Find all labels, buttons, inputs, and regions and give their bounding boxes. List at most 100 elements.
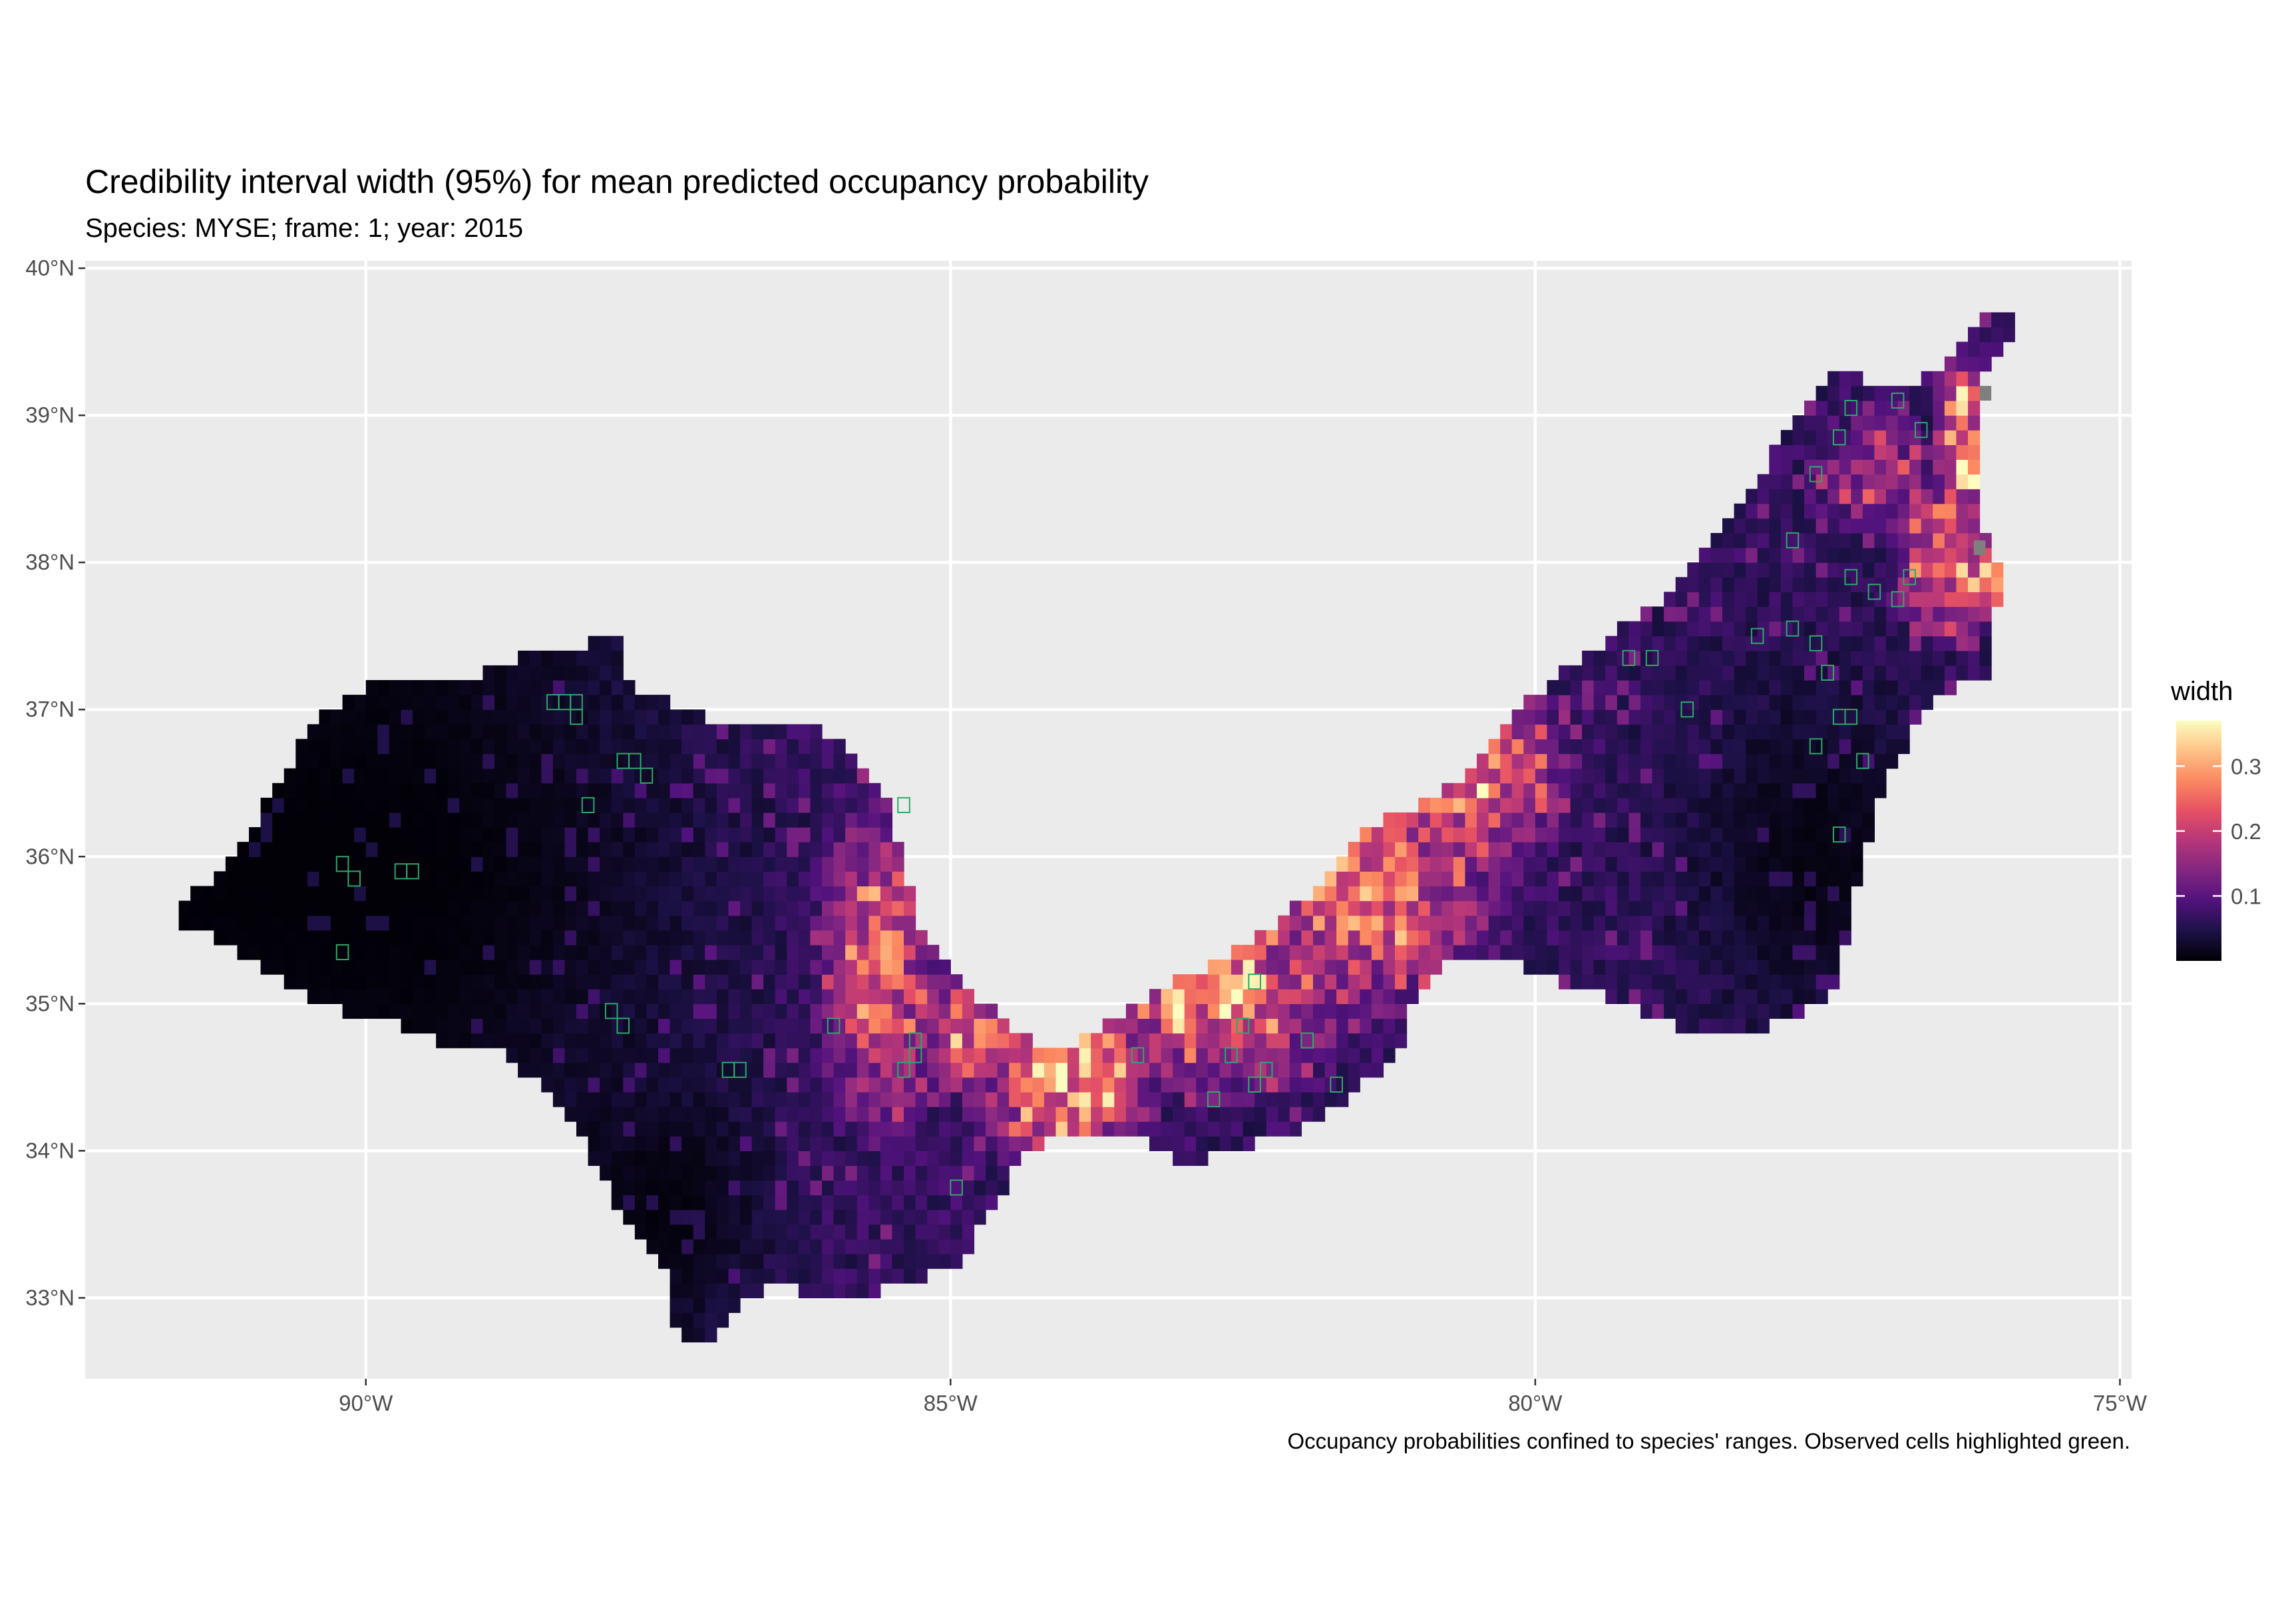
map-cell	[1710, 960, 1723, 975]
map-cell	[319, 974, 331, 989]
map-cell	[1874, 739, 1887, 755]
map-cell	[634, 974, 648, 989]
map-cell	[904, 1018, 916, 1034]
map-cell	[892, 974, 904, 989]
map-cell	[845, 1283, 858, 1299]
map-cell	[763, 960, 776, 975]
legend-tick-label: 0.3	[2231, 754, 2261, 779]
map-cell	[1559, 812, 1571, 828]
map-cell	[1710, 650, 1723, 666]
map-cell	[331, 709, 343, 725]
map-cell	[1652, 621, 1664, 637]
map-cell	[798, 856, 811, 872]
map-cell	[342, 886, 355, 902]
map-cell	[1664, 960, 1676, 975]
observed-cell	[616, 1017, 630, 1034]
map-cell	[1698, 665, 1712, 681]
map-cell	[1628, 886, 1641, 902]
map-cell	[1605, 900, 1618, 916]
map-cell	[1418, 827, 1431, 842]
map-cell	[775, 1194, 787, 1210]
map-cell	[892, 1239, 904, 1254]
map-cell	[962, 1165, 975, 1181]
map-cell	[634, 1062, 648, 1078]
map-cell	[1921, 503, 1933, 519]
map-cell	[611, 635, 624, 651]
map-cell	[331, 797, 343, 813]
map-cell	[576, 650, 589, 666]
map-cell	[178, 915, 191, 931]
map-cell	[857, 842, 869, 857]
map-cell	[1792, 680, 1805, 695]
map-cell	[1523, 709, 1536, 725]
map-cell	[541, 915, 554, 931]
map-cell	[1710, 577, 1723, 592]
map-cell	[1862, 665, 1875, 681]
map-cell	[681, 915, 694, 931]
map-cell	[1886, 724, 1899, 740]
map-cell	[1593, 753, 1606, 769]
map-cell	[564, 944, 577, 960]
observed-cell	[570, 694, 583, 711]
map-cell	[822, 827, 835, 842]
map-cell	[1839, 665, 1851, 681]
map-cell	[623, 1033, 636, 1049]
map-cell	[1746, 695, 1758, 710]
map-cell	[1804, 665, 1817, 681]
map-cell	[892, 1033, 904, 1049]
map-cell	[1862, 621, 1875, 637]
map-cell	[365, 724, 378, 740]
map-cell	[1173, 1062, 1185, 1078]
map-cell	[751, 797, 764, 813]
map-cell	[1886, 680, 1899, 695]
map-cell	[1827, 783, 1840, 799]
map-cell	[1067, 1107, 1080, 1122]
map-cell	[529, 739, 542, 755]
map-cell	[1710, 797, 1723, 813]
map-cell	[1734, 635, 1746, 651]
map-cell	[1746, 680, 1758, 695]
map-cell	[588, 989, 600, 1004]
map-cell	[728, 1268, 741, 1284]
map-cell	[845, 1136, 858, 1151]
map-cell	[424, 842, 437, 857]
map-cell	[1804, 548, 1817, 563]
map-cell	[471, 709, 484, 725]
map-cell	[775, 960, 787, 975]
map-cell	[1628, 842, 1641, 857]
map-cell	[1453, 842, 1466, 857]
map-cell	[904, 1003, 916, 1019]
map-cell	[658, 1018, 671, 1034]
map-cell	[1266, 930, 1278, 946]
map-cell	[564, 753, 577, 769]
map-cell	[1406, 812, 1419, 828]
map-cell	[1301, 960, 1314, 975]
map-cell	[1266, 1047, 1278, 1063]
map-cell	[705, 871, 717, 887]
map-cell	[705, 960, 717, 975]
map-cell	[1675, 856, 1688, 872]
map-cell	[529, 1003, 542, 1019]
map-cell	[447, 680, 460, 695]
map-cell	[1851, 415, 1863, 431]
map-cell	[670, 739, 682, 755]
map-cell	[1032, 1047, 1045, 1063]
map-cell	[1874, 783, 1887, 799]
map-cell	[564, 1003, 577, 1019]
map-cell	[787, 960, 799, 975]
map-cell	[1968, 592, 1981, 608]
map-cell	[1289, 1062, 1302, 1078]
map-cell	[658, 1062, 671, 1078]
map-cell	[1804, 930, 1817, 946]
map-cell	[1430, 827, 1442, 842]
map-cell	[1757, 695, 1770, 710]
map-cell	[787, 1107, 799, 1122]
map-cell	[1769, 739, 1782, 755]
map-cell	[693, 753, 705, 769]
map-cell	[728, 724, 741, 740]
map-cell	[798, 812, 811, 828]
map-cell	[1559, 739, 1571, 755]
map-cell	[705, 886, 717, 902]
map-cell	[915, 1121, 928, 1137]
map-cell	[611, 783, 624, 799]
